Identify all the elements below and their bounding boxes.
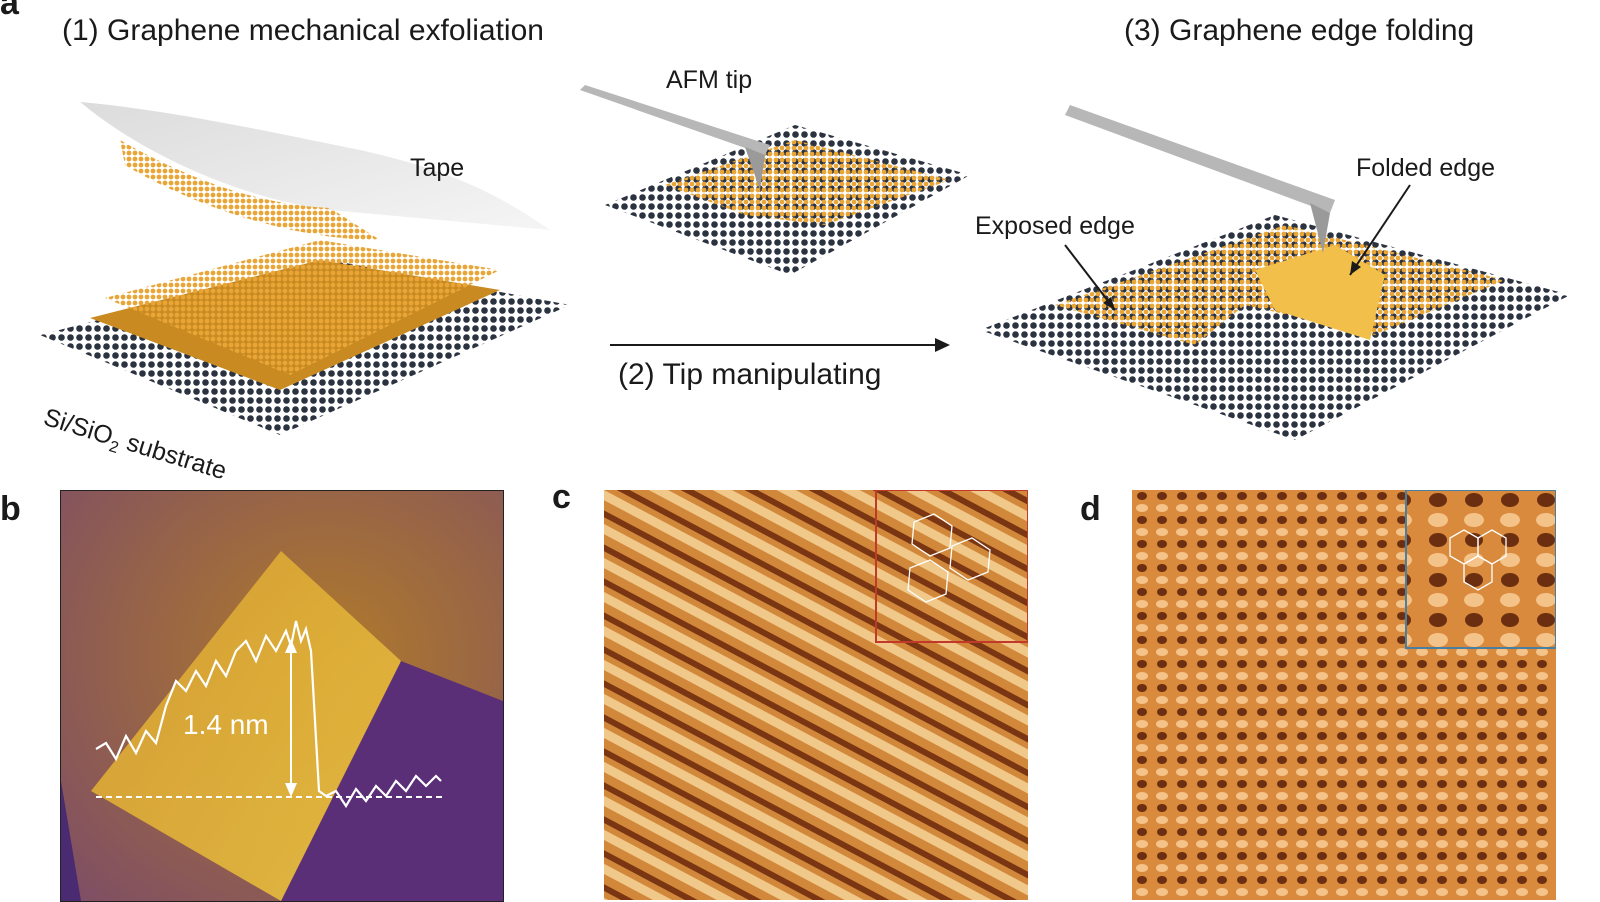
panel-b-letter: b (0, 490, 21, 528)
inset-d (1405, 490, 1556, 649)
process-arrow (610, 338, 950, 352)
tape (80, 102, 550, 230)
afm-tip-label: AFM tip (666, 66, 753, 94)
stm-image-graphene-lattice (1132, 490, 1556, 900)
step3-title: (3) Graphene edge folding (1124, 14, 1475, 47)
height-profile (95, 620, 442, 809)
edge-folding-illustration (980, 105, 1570, 440)
exposed-edge-label: Exposed edge (975, 212, 1135, 240)
panel-d-letter: d (1080, 490, 1101, 528)
folded-edge-label: Folded edge (1356, 154, 1496, 182)
height-label: 1.4 nm (183, 709, 269, 740)
exfoliation-illustration (40, 102, 570, 435)
graphene-flake (91, 551, 401, 901)
afm-tip (745, 147, 765, 190)
afm-tip (1310, 203, 1330, 253)
stm-image-graphene-folded (604, 490, 1028, 900)
inset-c (875, 490, 1028, 643)
graphene-flake-top (105, 240, 500, 375)
tip-manipulation-illustration (580, 85, 970, 275)
exposed-edge-arrow (1064, 244, 1116, 311)
tape-label: Tape (410, 154, 465, 182)
afm-cantilever (1065, 105, 1335, 213)
folded-edge-arrow (1349, 184, 1411, 276)
step1-title: (1) Graphene mechanical exfoliation (62, 14, 544, 47)
step2-label: (2) Tip manipulating (618, 358, 882, 391)
dark-region (281, 661, 503, 901)
afm-height-image: 1.4 nm (60, 490, 504, 902)
graphene-flake (665, 140, 950, 225)
panel-a-letter: a (0, 0, 19, 22)
graphene-on-tape (120, 140, 380, 240)
afm-cantilever (580, 85, 770, 155)
panel-c-letter: c (552, 478, 571, 516)
dark-region-left (61, 781, 81, 901)
